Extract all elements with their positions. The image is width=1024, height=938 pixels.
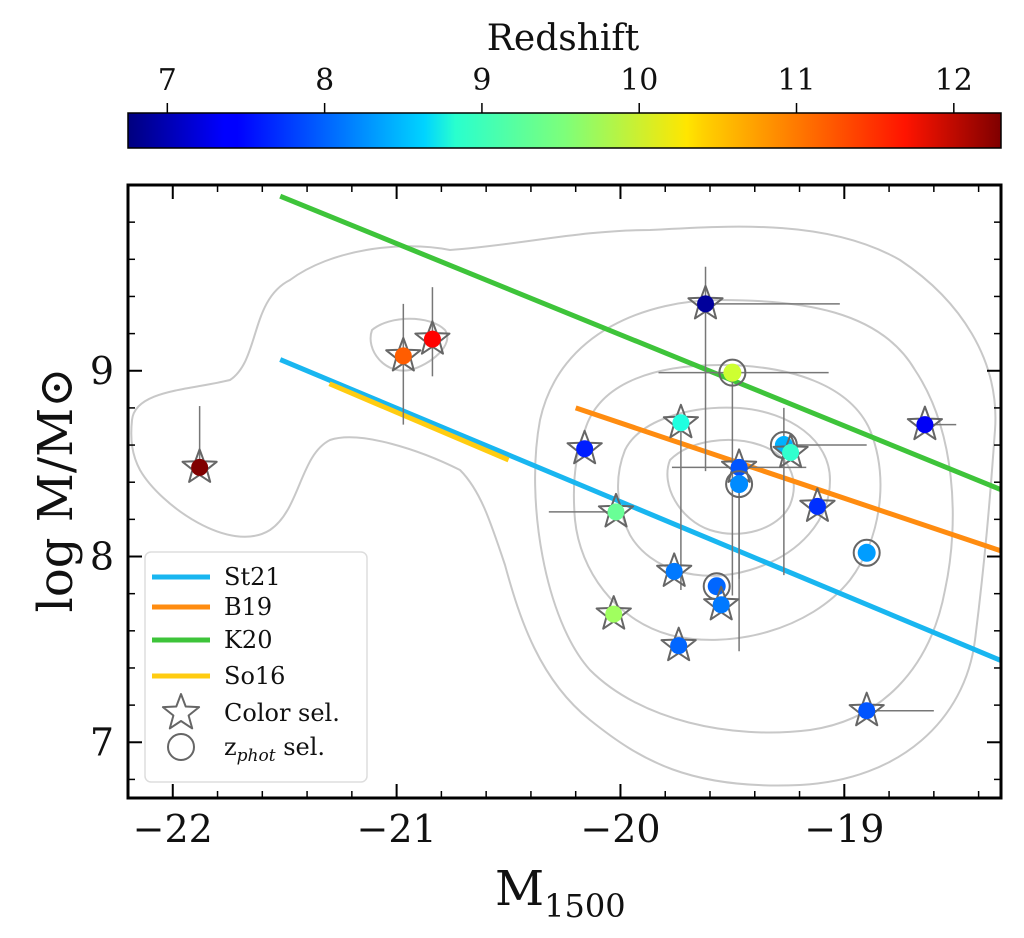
data-point [672, 414, 690, 432]
colorbar-tick-label: 12 [935, 63, 973, 98]
colorbar-gradient [127, 112, 1002, 149]
data-point [607, 503, 625, 521]
data-point [665, 562, 683, 580]
legend-circle-icon [167, 733, 195, 761]
y-tick-label: 7 [90, 720, 114, 764]
data-point [191, 458, 209, 476]
legend-label: St21 [224, 563, 281, 591]
data-point [730, 475, 749, 494]
legend-item: So16 [152, 662, 285, 690]
x-tick-label: −21 [357, 807, 437, 851]
y-tick-label: 9 [90, 349, 114, 393]
legend-item: B19 [152, 593, 272, 621]
data-point [857, 543, 876, 562]
plot-frame [126, 183, 1003, 800]
data-point [605, 605, 623, 623]
legend-label: K20 [224, 626, 272, 654]
contour-level-6 [666, 439, 795, 535]
circle-marker-outline [725, 470, 754, 499]
data-point [916, 416, 934, 434]
circle-marker-outline [718, 358, 747, 387]
data-point [697, 295, 715, 313]
circle-marker-outline [852, 538, 881, 567]
x-axis-title-sub: 1500 [544, 887, 625, 925]
data-point [858, 702, 876, 720]
tick-labels: −22 −21 −20 −19 7 8 9 [90, 349, 885, 851]
contour-level-5 [617, 406, 832, 577]
plot-area: −22 −21 −20 −19 7 8 9 [90, 183, 1003, 851]
relation-line-k20 [279, 193, 1001, 492]
colorbar-tick-label: 9 [472, 63, 491, 98]
legend-item: St21 [152, 563, 281, 591]
y-tick-label: 8 [90, 535, 114, 579]
data-point [670, 637, 688, 655]
legend-item: K20 [152, 626, 272, 654]
legend-label: Color sel. [224, 699, 340, 727]
legend-item: Color sel. [161, 693, 340, 730]
relation-lines [279, 193, 1001, 663]
circle-marker-outline [769, 431, 798, 460]
colorbar-label: Redshift [487, 18, 640, 59]
y-axis-title: log M/M⊙ [28, 368, 84, 613]
colorbar-tick-label: 7 [158, 63, 177, 98]
relation-line-b19 [574, 405, 1001, 554]
data-point [712, 596, 730, 614]
x-tick-label: −20 [580, 807, 660, 851]
legend-label: B19 [224, 593, 272, 621]
axis-ticks [127, 185, 1001, 798]
x-axis-title-main: M [495, 861, 544, 917]
data-point [576, 440, 594, 458]
colorbar-ticks: 7 8 9 10 11 12 [158, 63, 973, 113]
relation-line-st21 [279, 357, 1001, 663]
colorbar-tick-label: 11 [777, 63, 815, 98]
data-point [782, 443, 800, 461]
contour-level-4 [572, 363, 882, 641]
data-point [423, 330, 441, 348]
relation-line-so16 [328, 381, 510, 463]
data-point [394, 347, 412, 365]
legend-star-icon [161, 693, 201, 730]
x-tick-label: −22 [133, 807, 213, 851]
data-points [181, 284, 943, 727]
x-tick-label: −19 [804, 807, 884, 851]
svg-text:M1500: M1500 [495, 861, 626, 925]
x-axis-title: M1500 [495, 861, 626, 925]
legend-label: So16 [224, 662, 285, 690]
colorbar-tick-label: 10 [620, 63, 658, 98]
data-point [808, 497, 826, 515]
contour-level-2 [369, 317, 449, 372]
colorbar: Redshift 7 8 9 10 11 12 [127, 18, 1002, 149]
data-point [723, 363, 742, 382]
data-point [707, 577, 726, 596]
colorbar-tick-label: 8 [315, 63, 334, 98]
